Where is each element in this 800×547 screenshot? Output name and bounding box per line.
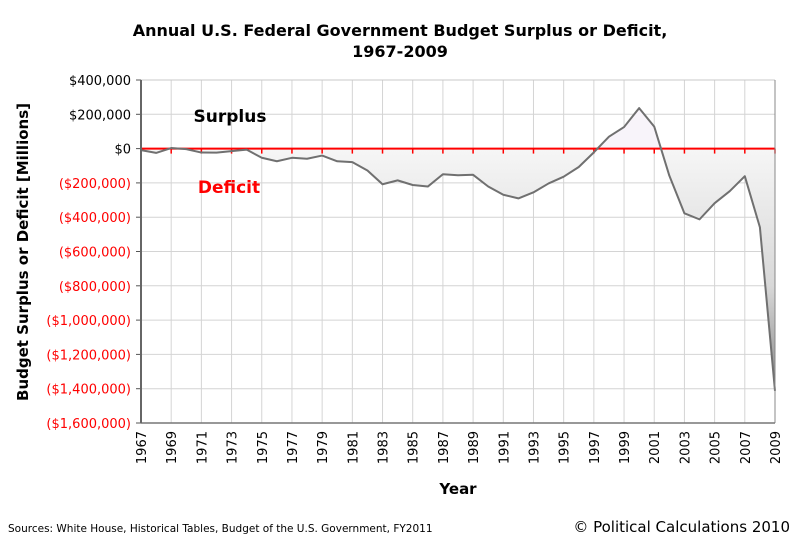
x-tick-label: 1999 bbox=[618, 431, 633, 464]
x-tick-label: 2009 bbox=[769, 431, 784, 464]
x-tick-label: 1993 bbox=[527, 431, 542, 464]
surplus-area bbox=[169, 108, 662, 149]
y-tick-label: ($400,000) bbox=[59, 211, 131, 226]
x-tick-labels: 1967 1969 1971 1973 1975 1977 1979 1981 1983 1985… bbox=[135, 431, 784, 464]
y-axis-label: Budget Surplus or Deficit [Millions] bbox=[14, 103, 32, 401]
y-tick-label: ($1,400,000) bbox=[46, 383, 131, 398]
zero-line-group bbox=[140, 147, 776, 154]
y-tick-label: ($800,000) bbox=[59, 280, 131, 295]
x-tick-label: 2007 bbox=[739, 431, 754, 464]
x-tick-label: 2001 bbox=[648, 431, 663, 464]
x-tick-label: 1967 bbox=[135, 431, 150, 464]
x-tick-label: 1991 bbox=[497, 431, 512, 464]
y-tick-labels: $400,000 $200,000 $0 ($200,000) ($400,000) ($… bbox=[46, 74, 131, 432]
x-tick-label: 1977 bbox=[286, 431, 301, 464]
y-tick-label: ($1,600,000) bbox=[46, 417, 131, 432]
x-tick-label: 1987 bbox=[437, 431, 452, 464]
y-tick-label: ($600,000) bbox=[59, 246, 131, 261]
x-tick-label: 1971 bbox=[195, 431, 210, 464]
deficit-area bbox=[141, 148, 775, 391]
chart-title: Annual U.S. Federal Government Budget Su… bbox=[133, 21, 668, 40]
area-fill bbox=[141, 108, 775, 391]
x-tick-label: 2003 bbox=[678, 431, 693, 464]
x-tick-label: 1973 bbox=[226, 431, 241, 464]
copyright-note: © Political Calculations 2010 bbox=[573, 518, 790, 536]
x-tick-label: 1981 bbox=[346, 431, 361, 464]
x-tick-label: 1969 bbox=[165, 431, 180, 464]
x-tick-label: 1997 bbox=[588, 431, 603, 464]
y-tick-label: $400,000 bbox=[69, 74, 131, 89]
chart-subtitle: 1967-2009 bbox=[352, 42, 448, 61]
x-tick-label: 1979 bbox=[316, 431, 331, 464]
x-tick-label: 1983 bbox=[377, 431, 392, 464]
deficit-annotation: Deficit bbox=[198, 178, 260, 198]
sources-note: Sources: White House, Historical Tables,… bbox=[8, 523, 433, 535]
axes bbox=[136, 79, 776, 424]
x-tick-label: 1989 bbox=[467, 431, 482, 464]
y-tick-label: $0 bbox=[114, 143, 131, 158]
y-tick-label: ($1,200,000) bbox=[46, 348, 131, 363]
gridlines bbox=[141, 80, 775, 423]
y-tick-label: ($200,000) bbox=[59, 177, 131, 192]
x-axis-label: Year bbox=[438, 480, 477, 498]
series-line-group bbox=[140, 107, 776, 391]
y-tick-label: $200,000 bbox=[69, 108, 131, 123]
x-tick-label: 1995 bbox=[558, 431, 573, 464]
x-tick-label: 2005 bbox=[709, 431, 724, 464]
y-tick-label: ($1,000,000) bbox=[46, 314, 131, 329]
surplus-annotation: Surplus bbox=[194, 107, 267, 127]
x-tick-label: 1985 bbox=[407, 431, 422, 464]
x-tick-label: 1975 bbox=[256, 431, 271, 464]
